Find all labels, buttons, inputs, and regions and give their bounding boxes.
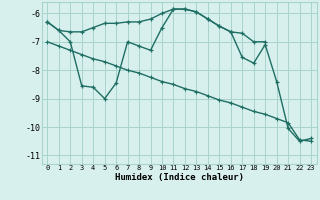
X-axis label: Humidex (Indice chaleur): Humidex (Indice chaleur) — [115, 173, 244, 182]
